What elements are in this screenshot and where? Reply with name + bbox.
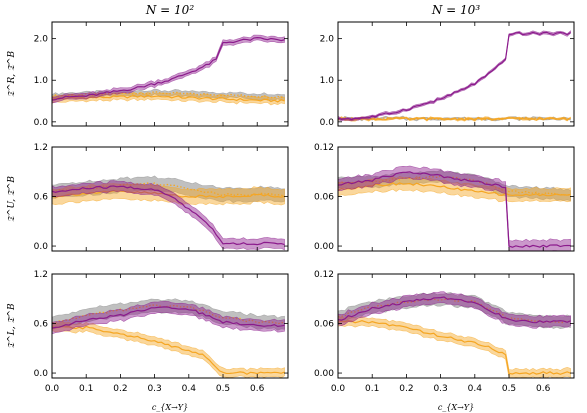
panel-r1-c1: 0.00 0.06 0.12 (314, 143, 575, 252)
plot-area (338, 291, 571, 378)
x-tick-label: 0.4 (182, 384, 197, 394)
plot-area (52, 34, 285, 106)
band-purple (52, 301, 285, 335)
panel-frame (51, 21, 289, 127)
x-tick-label: 0.6 (536, 384, 551, 394)
band-purple (338, 291, 571, 329)
x-tick-label: 0.0 (331, 384, 346, 394)
series-line-gray (52, 304, 285, 325)
band-orange (338, 316, 571, 378)
panel-r2-c1: 0.00 0.06 0.12 0.0 0.1 0.2 0.3 0.4 0.5 0.6 (314, 270, 575, 394)
y-tick-label: 1.0 (320, 76, 335, 86)
series-line-orange (338, 116, 571, 121)
series-line-orange (338, 182, 571, 197)
series-line-purple (52, 185, 285, 246)
y-tick-label: 0.12 (314, 270, 334, 280)
x-tick-label: 0.5 (502, 384, 516, 394)
panel-r1-c0: 0.0 0.6 1.2 (34, 143, 289, 252)
series-line-gray (338, 174, 571, 197)
x-tick-label: 0.2 (399, 384, 413, 394)
x-tick-label: 0.1 (365, 384, 379, 394)
series-line-purple (52, 306, 285, 329)
x-tick-label: 0.2 (113, 384, 127, 394)
series-line-purple (338, 296, 571, 324)
y-tick-label: 0.6 (34, 193, 49, 203)
y-tick-label: 0.06 (314, 193, 334, 203)
panel-frame (337, 146, 575, 252)
panel-frame (51, 273, 289, 379)
y-tick-label: 0.0 (34, 369, 49, 379)
column-title-1: N = 10³ (431, 3, 480, 17)
x-tick-label: 0.1 (79, 384, 93, 394)
x-axis-label-1: c_{X→Y} (438, 403, 474, 412)
panel-r2-c0: 0.0 0.6 1.2 0.0 0.1 0.2 0.3 0.4 0.5 0.6 (34, 270, 289, 394)
plot-area (52, 175, 285, 251)
y-tick-label: 2.0 (34, 35, 49, 45)
series-line-orange (52, 325, 285, 375)
x-tick-label: 0.6 (250, 384, 265, 394)
x-tick-label: 0.3 (147, 384, 161, 394)
x-tick-label: 0.0 (45, 384, 60, 394)
band-purple (338, 165, 571, 251)
panel-frame (51, 146, 289, 252)
y-tick-label: 0.0 (34, 242, 49, 252)
series-line-gray (52, 182, 285, 197)
series-line-purple (52, 37, 285, 101)
y-tick-label: 0.00 (314, 369, 334, 379)
y-tick-label: 1.0 (34, 76, 49, 86)
x-tick-label: 0.4 (468, 384, 483, 394)
series-line-purple (338, 171, 571, 248)
series-line-purple (338, 31, 571, 121)
y-tick-label: 0.0 (34, 118, 49, 128)
panel-frame (337, 273, 575, 379)
plot-area (52, 298, 285, 378)
x-tick-label: 0.3 (433, 384, 447, 394)
row-ylabel-1: 𝔗^U, 𝔗̃^B (7, 176, 17, 222)
y-tick-label: 0.0 (320, 118, 335, 128)
y-tick-label: 1.2 (34, 143, 48, 153)
x-tick-label: 0.5 (216, 384, 230, 394)
series-line-gray (338, 298, 571, 324)
panel-r0-c1: 0.0 1.0 2.0 (320, 21, 575, 128)
row-ylabel-2: 𝔗^L, 𝔗̃^B (7, 303, 17, 349)
band-orange (52, 321, 285, 378)
row-ylabel-0: 𝔗^R, 𝔗̃^B (7, 51, 17, 98)
panel-frame (337, 21, 575, 127)
y-tick-label: 1.2 (34, 270, 48, 280)
plot-area (338, 30, 571, 122)
y-tick-label: 0.00 (314, 242, 334, 252)
band-purple (338, 30, 571, 122)
column-title-0: N = 10² (145, 3, 194, 17)
x-axis-label-0: c_{X→Y} (152, 403, 188, 412)
plot-area (338, 165, 571, 251)
panel-r0-c0: 0.0 1.0 2.0 (34, 21, 289, 128)
series-line-orange (338, 320, 571, 375)
y-tick-label: 0.06 (314, 320, 334, 330)
y-tick-label: 0.12 (314, 143, 334, 153)
y-tick-label: 2.0 (320, 35, 335, 45)
y-tick-label: 0.6 (34, 320, 49, 330)
